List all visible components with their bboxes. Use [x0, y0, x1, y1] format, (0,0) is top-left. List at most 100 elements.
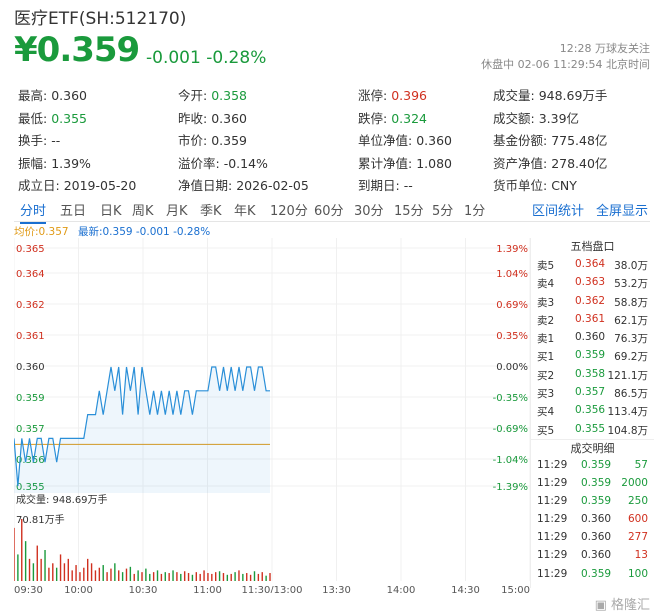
stat-value: 0.396 — [391, 88, 427, 103]
trade-volume: 277 — [627, 531, 648, 544]
tab-10[interactable]: 15分 — [394, 204, 424, 219]
stat-label: 资产净值: — [493, 155, 552, 171]
stat-item: 成立日: 2019-05-20 — [18, 175, 136, 194]
stat-item: 换手: -- — [18, 130, 60, 149]
trade-time: 11:29 — [537, 549, 568, 562]
stat-label: 最低: — [18, 110, 52, 126]
price-line — [13, 366, 270, 487]
stat-value: 2026-02-05 — [236, 178, 309, 193]
y-tick-label: 0.355 — [16, 482, 45, 493]
tab-7[interactable]: 120分 — [270, 204, 308, 219]
tab-6[interactable]: 年K — [234, 204, 256, 219]
order-price: 0.360 — [575, 331, 606, 344]
stat-item: 资产净值: 278.40亿 — [493, 153, 607, 172]
volume-chart[interactable]: 成交量: 948.69万手 70.81万手 09:30 10:00 10:30 11:00… — [13, 493, 531, 596]
order-volume: 113.4万 — [607, 406, 648, 419]
y-tick-label: 0.359 — [16, 393, 45, 404]
trade-price: 0.359 — [581, 495, 612, 508]
stat-value: 0.358 — [211, 88, 247, 103]
trade-price: 0.360 — [581, 513, 612, 526]
x-tick-label: 13:30 — [322, 585, 351, 593]
order-price: 0.359 — [575, 349, 606, 362]
stat-label: 货币单位: — [493, 178, 552, 193]
price-chart-svg: 0.365 0.364 0.362 0.361 0.360 0.359 0.357 0.356… — [13, 238, 531, 493]
tab-12[interactable]: 1分 — [464, 204, 486, 219]
stat-item: 市价: 0.359 — [178, 130, 247, 149]
range-stats-button[interactable]: 区间统计 — [532, 204, 585, 219]
y-tick-label: 0.357 — [16, 424, 45, 435]
y-tick-label: 0.361 — [16, 331, 45, 342]
stat-row: 换手: -- 市价: 0.359 单位净值: 0.360 基金份额: 775.48亿 — [18, 127, 650, 150]
x-tick-label: 11:30/13:00 — [241, 585, 302, 593]
trade-time: 11:29 — [537, 513, 568, 526]
x-tick-label: 14:30 — [451, 585, 480, 593]
x-tick-label: 15:00 — [501, 585, 530, 593]
stat-value: 775.48亿 — [551, 133, 608, 148]
order-price: 0.361 — [575, 312, 606, 325]
stat-value: 0.360 — [211, 110, 247, 126]
stat-value: 2019-05-20 — [63, 178, 137, 193]
stat-item: 到期日: -- — [358, 175, 413, 194]
stat-item: 今开: 0.358 — [178, 85, 247, 104]
tab-1[interactable]: 五日 — [60, 204, 87, 219]
stat-value: 3.39亿 — [538, 110, 580, 126]
tab-2[interactable]: 日K — [100, 204, 122, 219]
stat-label: 今开: — [178, 88, 212, 103]
tab-9[interactable]: 30分 — [354, 204, 384, 219]
trade-time: 11:29 — [537, 567, 568, 580]
stat-label: 累计净值: — [358, 155, 417, 171]
order-level: 买1 — [537, 351, 555, 364]
order-price: 0.357 — [575, 386, 606, 399]
volume-max-label: 70.81万手 — [16, 513, 65, 526]
watermark-text: 格隆汇 — [610, 598, 650, 613]
stat-value: -- — [51, 133, 61, 148]
tab-5[interactable]: 季K — [200, 204, 222, 219]
stat-label: 溢价率: — [178, 155, 224, 171]
tab-11[interactable]: 5分 — [432, 204, 454, 219]
stat-item: 净值日期: 2026-02-05 — [178, 175, 309, 194]
order-level: 买4 — [537, 406, 555, 419]
y-tick-label: 0.362 — [16, 300, 45, 311]
order-level: 卖2 — [537, 314, 555, 327]
stat-row: 最高: 0.360 今开: 0.358 涨停: 0.396 成交量: 948.69万手 — [18, 82, 650, 105]
x-tick-label: 11:00 — [193, 585, 222, 593]
price-chart[interactable]: 0.365 0.364 0.362 0.361 0.360 0.359 0.357 0.356… — [13, 238, 531, 493]
stat-label: 单位净值: — [358, 133, 417, 148]
trade-row: 11:29 0.359 57 — [531, 457, 654, 475]
tab-0[interactable]: 分时 — [20, 200, 47, 224]
pct-tick-label: 0.35% — [496, 331, 528, 342]
order-book-title: 五档盘口 — [570, 240, 615, 253]
y-tick-label: 0.364 — [16, 269, 45, 280]
tab-3[interactable]: 周K — [132, 204, 154, 219]
order-volume: 53.2万 — [614, 278, 648, 291]
stat-label: 振幅: — [18, 155, 52, 171]
tab-4[interactable]: 月K — [166, 204, 188, 219]
stat-value: 0.359 — [211, 133, 247, 148]
order-book-row: 买4 0.356 113.4万 — [531, 402, 654, 420]
x-tick-label: 14:00 — [387, 585, 416, 593]
fullscreen-button[interactable]: 全屏显示 — [596, 204, 649, 219]
order-volume: 76.3万 — [614, 333, 648, 346]
trade-volume: 250 — [627, 495, 648, 508]
price-area — [14, 367, 270, 493]
stat-value: -- — [403, 178, 413, 193]
order-price: 0.362 — [575, 294, 606, 307]
order-level: 卖4 — [537, 278, 555, 291]
stat-label: 成立日: — [18, 178, 64, 193]
pct-tick-label: -0.69% — [493, 424, 528, 435]
order-price: 0.358 — [575, 367, 606, 380]
order-level: 卖3 — [537, 296, 555, 309]
x-tick-label: 09:30 — [14, 585, 43, 593]
order-price: 0.355 — [575, 422, 606, 435]
tab-8[interactable]: 60分 — [314, 204, 344, 219]
order-level: 卖5 — [537, 260, 555, 272]
avg-price-label: 均价:0.357 — [14, 226, 69, 238]
x-tick-label: 10:00 — [64, 585, 93, 593]
volume-chart-svg: 成交量: 948.69万手 70.81万手 09:30 10:00 10:30 11:00… — [13, 493, 531, 596]
trade-row: 11:29 0.359 100 — [531, 566, 654, 584]
trade-price: 0.360 — [581, 531, 612, 544]
pct-tick-label: -1.04% — [493, 455, 528, 466]
y-tick-label: 0.356 — [16, 455, 45, 466]
order-book-row: 卖4 0.363 53.2万 — [531, 274, 654, 292]
order-price: 0.356 — [575, 404, 606, 417]
